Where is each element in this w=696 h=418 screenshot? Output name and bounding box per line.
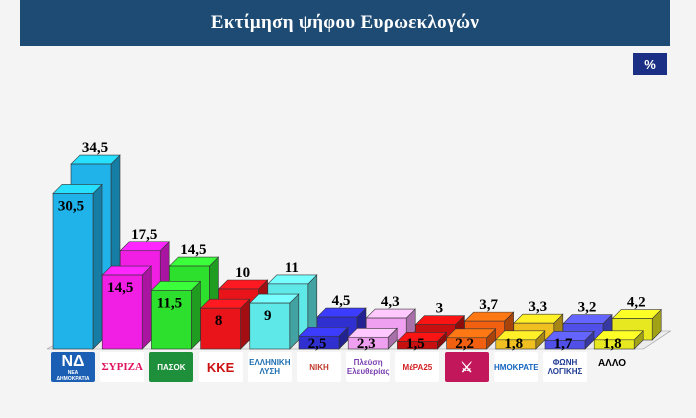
back-value-label-3: 10 xyxy=(235,265,250,281)
back-value-label-9: 3,3 xyxy=(528,299,547,315)
back-value-label-0: 34,5 xyxy=(82,140,108,156)
back-value-label-7: 3 xyxy=(436,301,444,317)
front-bar-10 xyxy=(544,330,595,350)
party-logo-7: ΜέΡΑ25 xyxy=(395,352,440,382)
front-value-label-7: 1,5 xyxy=(406,336,425,352)
front-bar-7 xyxy=(396,331,448,350)
front-bar-9 xyxy=(495,330,546,350)
front-bar-6 xyxy=(347,327,398,350)
party-logo-6: Πλεύση Ελευθερίας xyxy=(346,352,391,382)
back-value-label-10: 3,2 xyxy=(578,300,597,316)
chart-title: Εκτίμηση ψήφου Ευρωεκλογών xyxy=(20,0,670,46)
back-value-label-11: 4,2 xyxy=(627,295,646,311)
front-bar-2 xyxy=(150,280,202,350)
front-value-label-10: 1,7 xyxy=(554,336,573,352)
party-logo-2: ΠΑΣΟΚ xyxy=(149,352,194,382)
party-logo-1: ΣΥΡΙΖΑ xyxy=(100,352,145,382)
front-value-label-0: 30,5 xyxy=(58,198,84,214)
front-bar-1 xyxy=(101,265,152,350)
party-logo-8: ⚔ xyxy=(444,352,489,382)
front-bar-11 xyxy=(593,330,644,350)
front-value-label-9: 1,8 xyxy=(504,336,523,352)
front-value-label-1: 14,5 xyxy=(107,280,133,296)
front-value-label-4: 9 xyxy=(264,308,272,324)
front-value-label-8: 2,2 xyxy=(455,336,474,352)
back-value-label-5: 4,5 xyxy=(332,293,351,309)
back-value-label-1: 17,5 xyxy=(131,227,157,243)
front-value-label-2: 11,5 xyxy=(157,295,182,311)
front-bar-4 xyxy=(249,293,300,350)
front-value-label-6: 2,3 xyxy=(357,336,376,352)
front-value-label-5: 2,5 xyxy=(308,336,327,352)
front-value-label-11: 1,8 xyxy=(603,336,622,352)
front-value-label-3: 8 xyxy=(215,313,223,329)
front-bar-0 xyxy=(52,183,103,350)
front-bar-3 xyxy=(199,298,251,350)
back-value-label-2: 14,5 xyxy=(180,242,206,258)
other-label: ΑΛΛΟ xyxy=(597,357,627,369)
party-logo-9: ΔΗΜΟΚΡΑΤΕΣ xyxy=(493,352,538,382)
back-value-label-4: 11 xyxy=(285,260,299,276)
party-logo-0: ΝΔ ΝΕΑ ΔΗΜΟΚΡΑΤΙΑ xyxy=(51,352,95,382)
back-value-label-8: 3,7 xyxy=(479,297,498,313)
unit-badge: % xyxy=(633,53,667,75)
party-logo-5: ΝΙΚΗ xyxy=(297,352,341,382)
back-value-label-6: 4,3 xyxy=(381,294,400,310)
front-bar-5 xyxy=(298,326,349,350)
party-logo-3: ΚΚΕ xyxy=(198,352,243,382)
party-logo-4: ΕΛΛΗΝΙΚΗ ΛΥΣΗ xyxy=(247,352,292,382)
party-logo-10: ΦΩΝΗ ΛΟΓΙΚΗΣ xyxy=(543,352,587,382)
